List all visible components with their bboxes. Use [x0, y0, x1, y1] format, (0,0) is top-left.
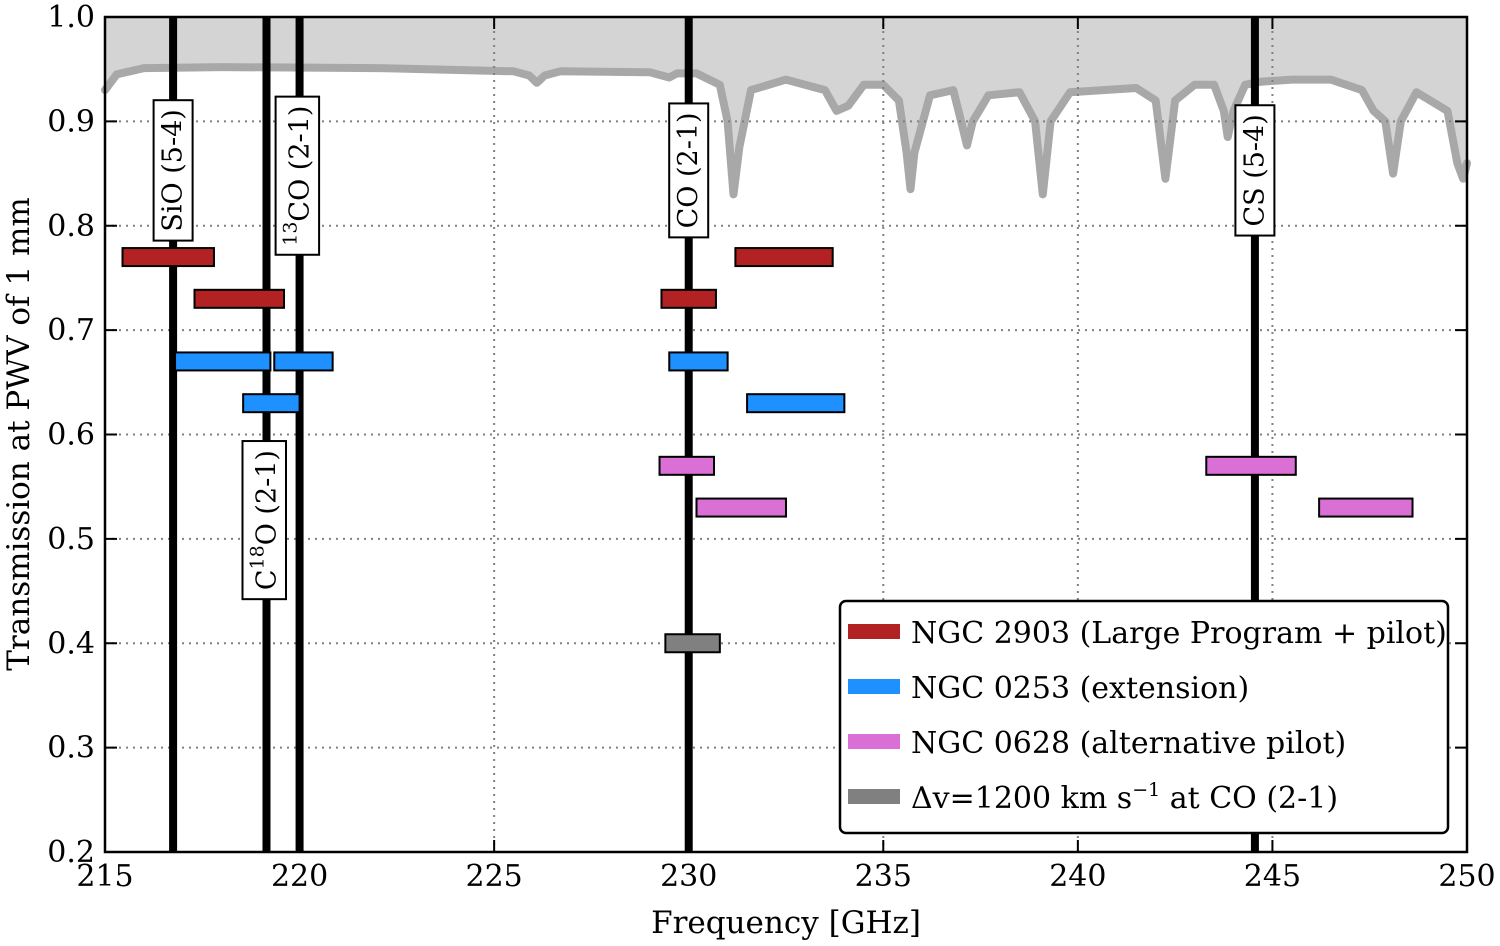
line-label-superscript: 13	[280, 222, 302, 246]
x-tick-label: 240	[1049, 859, 1106, 894]
legend-swatch	[848, 624, 900, 639]
band-bar	[660, 288, 717, 309]
x-axis-title: Frequency [GHz]	[651, 905, 921, 941]
line-label: C18O (2-1)	[241, 440, 287, 601]
y-axis-title: Transmission at PWV of 1 mm	[1, 197, 37, 671]
band-bar	[1205, 455, 1297, 476]
band-bar	[746, 393, 846, 414]
legend-label-superscript: −1	[1132, 779, 1160, 801]
band-bar	[174, 351, 272, 372]
bands-layer	[121, 247, 1414, 654]
transmission-fill	[105, 17, 1467, 195]
line-label-text: SiO (5-4)	[158, 109, 189, 231]
y-tick-label: 0.4	[47, 626, 95, 661]
band-bar	[193, 288, 286, 309]
line-label-text: 13CO (2-1)	[280, 106, 316, 246]
y-tick-label: 0.7	[47, 313, 95, 348]
legend-swatch	[848, 734, 900, 749]
legend-label-part: Δv=1200 km s	[911, 781, 1132, 816]
legend-label-part: NGC 0628 (alternative pilot)	[911, 726, 1346, 761]
line-label: CS (5-4)	[1234, 104, 1276, 237]
transmission-layer	[101, 17, 1471, 199]
y-tick-label: 0.6	[47, 418, 95, 453]
y-tick-label: 1.0	[47, 0, 95, 35]
line-label-part: CO (2-1)	[284, 106, 315, 222]
band-bar	[658, 455, 716, 476]
band-bar	[668, 351, 729, 372]
band-bar	[664, 633, 721, 654]
line-label-superscript: 18	[247, 545, 269, 569]
line-label-box	[152, 99, 194, 242]
line-label-text: CS (5-4)	[1239, 114, 1270, 226]
y-tick-label: 0.9	[47, 104, 95, 139]
band-bar	[273, 351, 334, 372]
legend-swatch	[848, 789, 900, 804]
x-tick-label: 215	[76, 859, 133, 894]
x-tick-label: 235	[855, 859, 912, 894]
line-label: SiO (5-4)	[152, 99, 194, 242]
legend-label-part: NGC 0253 (extension)	[911, 671, 1249, 706]
transmission-curve	[101, 63, 1471, 199]
line-label-part: O (2-1)	[251, 450, 282, 545]
y-tick-label: 0.8	[47, 209, 95, 244]
band-bar	[121, 247, 215, 268]
x-tick-label: 250	[1438, 859, 1495, 894]
line-label-text: CO (2-1)	[673, 112, 704, 228]
legend-swatch	[848, 679, 900, 694]
legend-label-part: at CO (2-1)	[1160, 781, 1338, 816]
legend-label: NGC 0628 (alternative pilot)	[911, 726, 1346, 761]
ticks-layer: 215 220 225 230 235 240 245 250 0.2 0.3 0.4 0.5 0.6 0…	[47, 0, 1495, 894]
legend-label: Δv=1200 km s−1 at CO (2-1)	[911, 779, 1338, 816]
line-label-box	[1234, 104, 1276, 237]
y-tick-label: 0.2	[47, 835, 95, 870]
line-labels-layer: SiO (5-4)C18O (2-1)13CO (2-1) CO (2-1) CS …	[152, 95, 1276, 601]
x-tick-label: 225	[466, 859, 523, 894]
band-bar	[242, 393, 301, 414]
legend-label: NGC 0253 (extension)	[911, 671, 1249, 706]
y-tick-label: 0.5	[47, 522, 95, 557]
band-bar	[695, 497, 787, 518]
legend-box	[838, 599, 1450, 835]
y-tick-label: 0.3	[47, 731, 95, 766]
x-tick-label: 220	[271, 859, 328, 894]
legend-label: NGC 2903 (Large Program + pilot)	[911, 616, 1447, 651]
line-label-box	[241, 440, 287, 601]
x-tick-label: 245	[1244, 859, 1301, 894]
line-label-part: C	[251, 569, 282, 590]
legend-label-part: NGC 2903 (Large Program + pilot)	[911, 616, 1447, 651]
band-bar	[1318, 497, 1414, 518]
line-label-box	[274, 95, 321, 256]
line-label: CO (2-1)	[668, 102, 710, 239]
line-label: 13CO (2-1)	[274, 95, 321, 256]
x-tick-label: 230	[660, 859, 717, 894]
band-bar	[734, 247, 834, 268]
line-label-box	[668, 102, 710, 239]
line-label-text: C18O (2-1)	[247, 450, 283, 590]
legend: NGC 2903 (Large Program + pilot) NGC 0253…	[838, 599, 1450, 835]
